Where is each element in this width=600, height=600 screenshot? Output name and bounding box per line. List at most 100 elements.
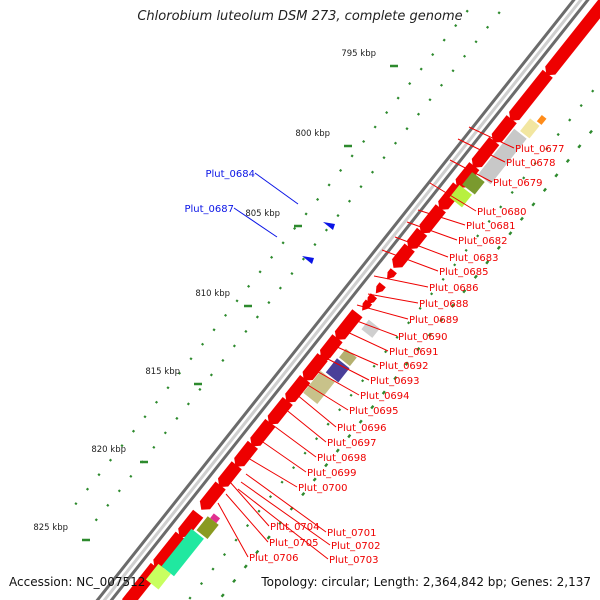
ruler-dot xyxy=(209,373,213,377)
ruler-dot xyxy=(465,9,469,13)
reverse-gene-label: Plut_0693 xyxy=(370,376,420,387)
ruler-dot xyxy=(312,477,317,482)
ruler-dot xyxy=(255,315,259,319)
ruler-dot xyxy=(359,185,363,189)
reverse-gene-arrow xyxy=(122,562,161,600)
ruler-dot xyxy=(120,444,124,448)
reverse-gene-label: Plut_0679 xyxy=(493,178,543,189)
leader-line-reverse xyxy=(327,342,379,366)
ruler-dot xyxy=(347,199,352,203)
ruler-dot xyxy=(336,214,340,218)
ruler-dot xyxy=(166,386,170,390)
reverse-gene-label: Plut_0678 xyxy=(506,158,556,169)
reverse-gene-label: Plut_0683 xyxy=(449,253,499,264)
reverse-gene-label: Plut_0681 xyxy=(466,221,516,232)
reverse-gene-arrow xyxy=(509,69,553,121)
reverse-gene-arrow xyxy=(285,375,311,403)
reverse-gene-arrow xyxy=(153,531,186,569)
ruler-dot xyxy=(396,96,400,100)
ruler-dot xyxy=(382,156,386,160)
reverse-gene-label: Plut_0694 xyxy=(360,391,410,402)
ruler-dot xyxy=(522,176,526,180)
ruler-dot xyxy=(293,226,297,230)
ruler-dot xyxy=(499,205,503,209)
leader-line-reverse xyxy=(457,138,506,163)
ruler-dot xyxy=(268,495,273,499)
ruler-dot xyxy=(545,147,549,151)
leader-line-reverse xyxy=(381,249,439,272)
leader-line-reverse xyxy=(342,329,389,352)
ruler-dot xyxy=(508,231,513,236)
ruler-dot xyxy=(339,168,343,172)
reverse-gene-label: Plut_0699 xyxy=(307,468,357,479)
ruler-dot xyxy=(131,429,136,433)
ruler-dot xyxy=(232,344,236,348)
ruler-dot xyxy=(439,83,444,87)
ruler-dot xyxy=(556,132,560,137)
annotation-box-pink xyxy=(210,513,221,524)
annotation-box-teal xyxy=(161,528,204,577)
ruler-dot xyxy=(108,458,113,462)
ruler-dot xyxy=(154,400,159,404)
ruler-dot xyxy=(485,260,490,265)
leader-line-reverse xyxy=(269,422,317,458)
ruler-dot xyxy=(143,415,147,419)
ruler-dot xyxy=(497,11,501,15)
backbone xyxy=(95,0,590,600)
ruler-dot xyxy=(281,241,285,245)
ruler-label: 800 kbp xyxy=(295,129,330,139)
ruler-ticks: 795 kbp 800 kbp 805 kbp 810 kbp 815 kbp 820 k… xyxy=(33,49,398,542)
ruler-dot xyxy=(175,416,179,420)
reverse-gene-arrow xyxy=(178,509,204,538)
ruler-dot xyxy=(462,289,467,294)
leader-line-reverse xyxy=(283,407,327,443)
ruler-dot xyxy=(381,390,386,395)
forward-gene-label: Plut_0687 xyxy=(184,204,234,215)
ruler-dot xyxy=(74,502,78,506)
forward-gene-arrow xyxy=(302,256,314,264)
ruler-label: 825 kbp xyxy=(33,523,68,533)
ruler-dot xyxy=(201,342,205,346)
leader-line-reverse xyxy=(217,502,249,558)
reverse-gene-marker xyxy=(345,319,356,331)
reverse-gene-arrow xyxy=(419,204,446,234)
ruler-dot xyxy=(531,202,536,207)
annotation-box-olive xyxy=(196,516,219,539)
ruler-label: 810 kbp xyxy=(195,289,230,299)
ruler-dot xyxy=(315,437,319,441)
ruler-dot xyxy=(439,318,444,323)
leader-line-reverse xyxy=(373,275,429,288)
ruler-dot xyxy=(258,270,262,274)
reverse-gene-label: Plut_0695 xyxy=(349,406,399,417)
ruler-dot xyxy=(212,328,216,332)
ruler-dot xyxy=(257,509,261,513)
ruler-label: 820 kbp xyxy=(91,445,126,455)
ruler-dot xyxy=(393,376,398,381)
ruler-dot xyxy=(393,141,398,145)
reverse-gene-label: Plut_0698 xyxy=(317,453,367,464)
reverse-gene-arrow xyxy=(234,440,258,467)
leader-line-reverse xyxy=(295,393,337,428)
ruler-dot xyxy=(224,313,228,317)
ruler-dot xyxy=(245,524,250,528)
reverse-gene-label: Plut_0680 xyxy=(477,207,527,218)
annotation-box-khaki xyxy=(339,348,357,367)
ruler-dot xyxy=(395,335,399,339)
leader-line-reverse xyxy=(319,354,370,381)
leader-line-reverse xyxy=(312,368,360,396)
ruler-dot xyxy=(579,104,583,108)
ruler-dot xyxy=(347,433,352,439)
ruler-dot xyxy=(362,139,366,144)
ruler-dot xyxy=(450,303,455,308)
ruler-dot xyxy=(473,274,478,279)
ruler-dot xyxy=(232,578,237,584)
ruler-dot xyxy=(243,564,248,569)
reverse-gene-label: Plut_0700 xyxy=(298,483,348,494)
reverse-gene-label: Plut_0682 xyxy=(458,236,508,247)
ruler-dot xyxy=(220,593,225,598)
ruler-dot xyxy=(301,257,305,261)
ruler-label: 795 kbp xyxy=(341,49,376,59)
ruler-dot xyxy=(324,228,328,232)
ruler-dot xyxy=(441,277,445,281)
